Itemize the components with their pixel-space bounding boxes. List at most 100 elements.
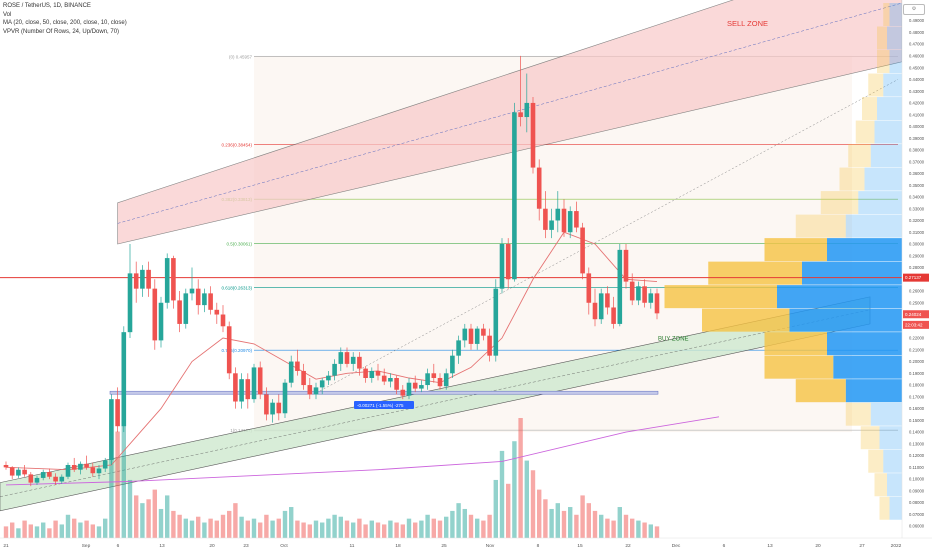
candle-body xyxy=(16,469,21,476)
candle-body xyxy=(171,258,176,301)
candle-body xyxy=(450,355,455,374)
volume-bar xyxy=(264,514,269,538)
vpvr-up-bar xyxy=(777,285,902,309)
candle-body xyxy=(586,273,592,303)
candle-body xyxy=(220,314,226,327)
candle-body xyxy=(642,286,647,303)
volume-bar xyxy=(84,520,89,538)
candle-body xyxy=(288,361,294,383)
volume-bar xyxy=(530,470,536,538)
y-tick-label: 0.22000 xyxy=(909,336,925,341)
x-tick-label: 8 xyxy=(537,543,540,549)
vpvr-up-bar xyxy=(889,496,902,520)
moving-average-indicator-label: MA (20, close, 50, close, 200, close, 10… xyxy=(3,20,127,27)
volume-bar xyxy=(332,514,337,538)
vpvr-down-bar xyxy=(795,214,846,238)
vpvr-down-bar xyxy=(708,261,802,285)
x-tick-label: 13 xyxy=(767,543,773,549)
volume-bar xyxy=(72,518,77,538)
candle-body xyxy=(102,460,108,469)
y-tick-label: 0.35000 xyxy=(909,183,925,188)
vpvr-down-bar xyxy=(860,426,880,450)
vpvr-down-bar xyxy=(764,238,827,262)
candle-body xyxy=(636,286,641,301)
y-tick-label: 0.47000 xyxy=(909,42,925,47)
y-tick-label: 0.18000 xyxy=(909,383,925,388)
ma200-line xyxy=(5,416,720,486)
candle-body xyxy=(47,472,52,477)
y-tick-label: 0.29000 xyxy=(909,253,925,258)
candle-body xyxy=(226,326,232,374)
candle-body xyxy=(301,370,306,386)
volume-bar xyxy=(307,524,312,538)
volume-bar xyxy=(208,518,213,538)
vpvr-down-bar xyxy=(855,120,875,144)
vpvr-down-bar xyxy=(877,26,887,50)
candle-body xyxy=(536,167,542,209)
volume-bar xyxy=(3,526,9,538)
volume-bar xyxy=(425,514,430,538)
volume-bar xyxy=(313,520,319,538)
volume-bar xyxy=(512,441,517,538)
candle-body xyxy=(388,378,393,382)
volume-bar xyxy=(413,522,418,538)
x-tick-label: 15 xyxy=(577,543,583,549)
support-line xyxy=(109,390,659,395)
x-tick-label: 21 xyxy=(3,543,9,549)
x-tick-label: 20 xyxy=(209,543,215,549)
volume-bar xyxy=(475,518,480,538)
y-tick-label: 0.38000 xyxy=(909,148,925,153)
measure-label: -0.00271 (-1.55%) -275 xyxy=(357,403,404,408)
volume-bar xyxy=(59,524,64,538)
candle-body xyxy=(629,281,635,301)
vpvr-down-bar xyxy=(845,402,871,426)
y-tick-label: 0.42000 xyxy=(909,101,925,106)
candle-body xyxy=(555,208,561,221)
volume-bar xyxy=(363,524,368,538)
y-tick-label: 0.21000 xyxy=(909,347,925,352)
candle-body xyxy=(381,375,387,382)
volume-bar xyxy=(338,516,343,538)
vpvr-up-bar xyxy=(870,402,902,426)
vpvr-down-bar xyxy=(879,496,890,520)
volume-bar xyxy=(165,495,170,538)
volume-bar xyxy=(611,520,616,538)
volume-bar xyxy=(630,518,635,538)
volume-bar xyxy=(196,516,201,538)
candle-body xyxy=(468,328,474,344)
candle-body xyxy=(530,102,536,168)
volume-bar xyxy=(47,528,52,538)
volume-bar xyxy=(555,503,560,538)
ma20-line xyxy=(5,231,658,471)
candle-body xyxy=(22,469,27,475)
candle-body xyxy=(487,335,492,356)
y-tick-label: 0.33000 xyxy=(909,206,925,211)
candle-body xyxy=(648,293,654,303)
candle-body xyxy=(295,361,300,371)
price-tag-label: 0.24024 xyxy=(905,312,922,317)
volume-bar xyxy=(506,483,511,538)
candle-body xyxy=(326,375,331,381)
volume-bar xyxy=(140,503,145,538)
candle-body xyxy=(71,464,77,470)
candle-body xyxy=(307,385,313,395)
vpvr-up-bar xyxy=(883,73,902,97)
chart-settings-icon[interactable]: ⚙ xyxy=(903,4,925,15)
volume-bar xyxy=(419,520,424,538)
vpvr-down-bar xyxy=(795,379,846,403)
candle-body xyxy=(493,288,499,356)
volume-bar xyxy=(592,510,598,538)
volume-bar xyxy=(326,518,331,538)
x-tick-label: Oct xyxy=(280,543,288,549)
y-tick-label: 0.37000 xyxy=(909,159,925,164)
x-tick-label: Sep xyxy=(82,543,91,549)
candle-body xyxy=(623,249,629,282)
y-tick-label: 0.45000 xyxy=(909,65,925,70)
y-tick-label: 0.19000 xyxy=(909,371,925,376)
fib-level-label: 0.618(0.26313) xyxy=(221,285,252,290)
volume-bar xyxy=(227,510,232,538)
candle-body xyxy=(53,476,58,482)
volume-bar xyxy=(648,524,653,538)
